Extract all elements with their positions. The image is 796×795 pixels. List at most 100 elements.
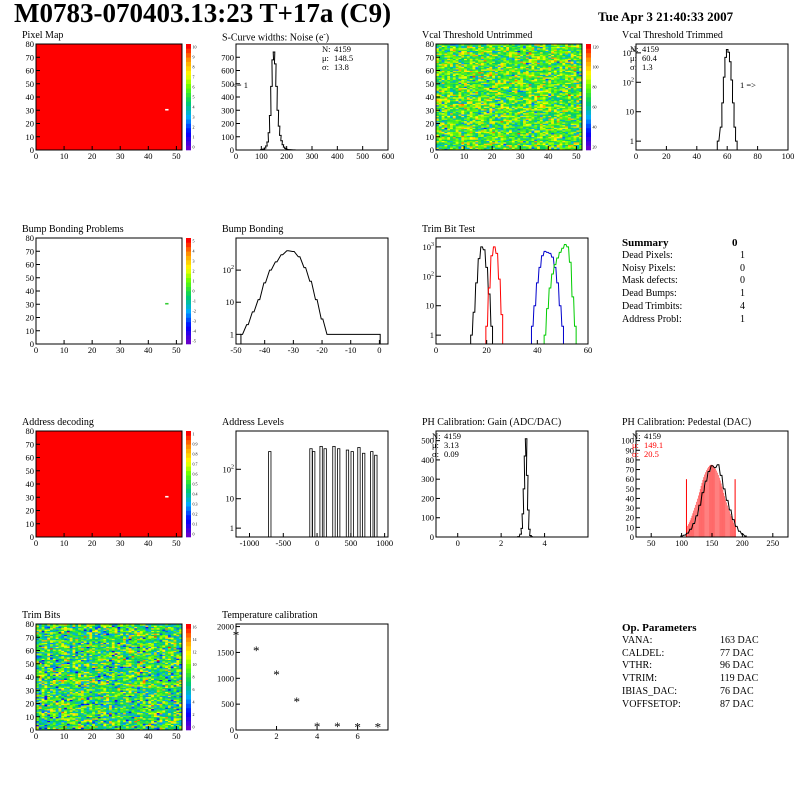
x-tick-label: 40 [144,151,153,161]
heatmap-mark [165,109,168,111]
y-tick-label: 40 [26,92,35,102]
x-tick-label: 0 [634,151,638,161]
op-param-label: VTHR: [622,660,652,671]
histogram-bar [312,452,314,537]
palette-label: 80 [593,85,597,90]
heatmap-cells [36,624,182,730]
palette-label: -4 [193,329,196,334]
summary-value: 0 [732,237,738,249]
y-tick-label: 0 [30,725,34,735]
y-tick-label: 60 [426,66,435,76]
y-tick-label: 80 [26,39,35,49]
summary-value: 1 [740,314,745,325]
y-tick-label: 80 [26,233,35,243]
op-param-label: IBIAS_DAC: [622,686,677,697]
summary-label: Dead Trimbits: [622,301,682,312]
y-tick-label: 102 [623,77,635,87]
color-palette [186,44,191,150]
x-tick-label: 0 [34,345,38,355]
x-tick-label: 50 [172,151,181,161]
y-tick-label: 102 [423,271,435,281]
palette-label: 6 [193,85,195,90]
summary-label: Address Probl: [622,314,682,325]
y-tick-label: 50 [26,273,35,283]
heatmap-mark [165,303,168,305]
x-tick-label: 40 [144,731,153,741]
summary-label: Mask defects: [622,275,678,286]
scatter-point: * [354,719,361,734]
stat-label: σ: [322,62,329,72]
histogram-series [261,52,296,150]
x-tick-label: 20 [88,731,97,741]
palette-label: 10 [193,45,197,50]
x-tick-label: 200 [736,538,749,548]
summary-row: Noisy Pixels:0 [622,263,752,276]
histogram-bar [310,449,312,537]
op-param-value: 163 DAC [720,635,759,646]
histogram-bar [346,450,348,537]
x-tick-label: 0 [315,538,319,548]
y-tick-label: 40 [426,92,435,102]
x-tick-label: 50 [572,151,581,161]
scatter-point: * [294,694,301,709]
palette-label: 5 [193,95,195,100]
x-tick-label: 250 [766,538,779,548]
op-param-label: VTRIM: [622,673,657,684]
x-tick-label: 20 [88,151,97,161]
x-tick-label: 50 [172,731,181,741]
summary-label: Dead Bumps: [622,288,677,299]
y-tick-label: 70 [26,246,35,256]
x-tick-label: 50 [172,345,181,355]
palette-label: 16 [193,625,197,630]
y-tick-label: 80 [26,426,35,436]
y-tick-label: 1 [430,330,434,340]
y-tick-label: 60 [26,260,35,270]
x-tick-label: 0 [34,151,38,161]
y-tick-label: 70 [626,465,635,475]
y-tick-label: 30 [26,685,35,695]
palette-label: 5 [193,239,195,244]
stat-label: σ: [630,62,637,72]
y-tick-label: 200 [221,119,234,129]
palette-label: 9 [193,55,195,60]
summary-header: Summary 0 [622,237,752,250]
x-tick-label: -40 [259,345,270,355]
stat-label: σ: [632,449,639,459]
y-tick-label: 0 [30,339,34,349]
scatter-point: * [334,719,341,734]
y-tick-label: 10 [426,132,435,142]
page-date: Tue Apr 3 21:40:33 2007 [598,9,733,25]
y-tick-label: 0 [30,145,34,155]
x-tick-label: 20 [88,538,97,548]
y-tick-label: 70 [26,52,35,62]
y-tick-label: 50 [26,79,35,89]
scatter-point: * [375,719,382,734]
heatmap-cells [36,44,182,150]
x-tick-label: 40 [144,345,153,355]
stat-value: 1.3 [642,62,653,72]
x-tick-label: 60 [723,151,732,161]
stat-value: 13.8 [334,62,349,72]
op-param-row: VANA:163 DAC [622,635,757,648]
y-tick-label: 20 [26,699,35,709]
palette-label: -1 [193,299,196,304]
color-palette [186,238,191,344]
histogram-bar [324,449,326,537]
y-tick-label: 80 [426,39,435,49]
y-tick-label: 1000 [217,673,234,683]
x-tick-label: 300 [306,151,319,161]
op-param-row: IBIAS_DAC:76 DAC [622,686,757,699]
plot-frame [636,44,788,150]
y-tick-label: 100 [421,513,434,523]
y-tick-label: 40 [26,479,35,489]
